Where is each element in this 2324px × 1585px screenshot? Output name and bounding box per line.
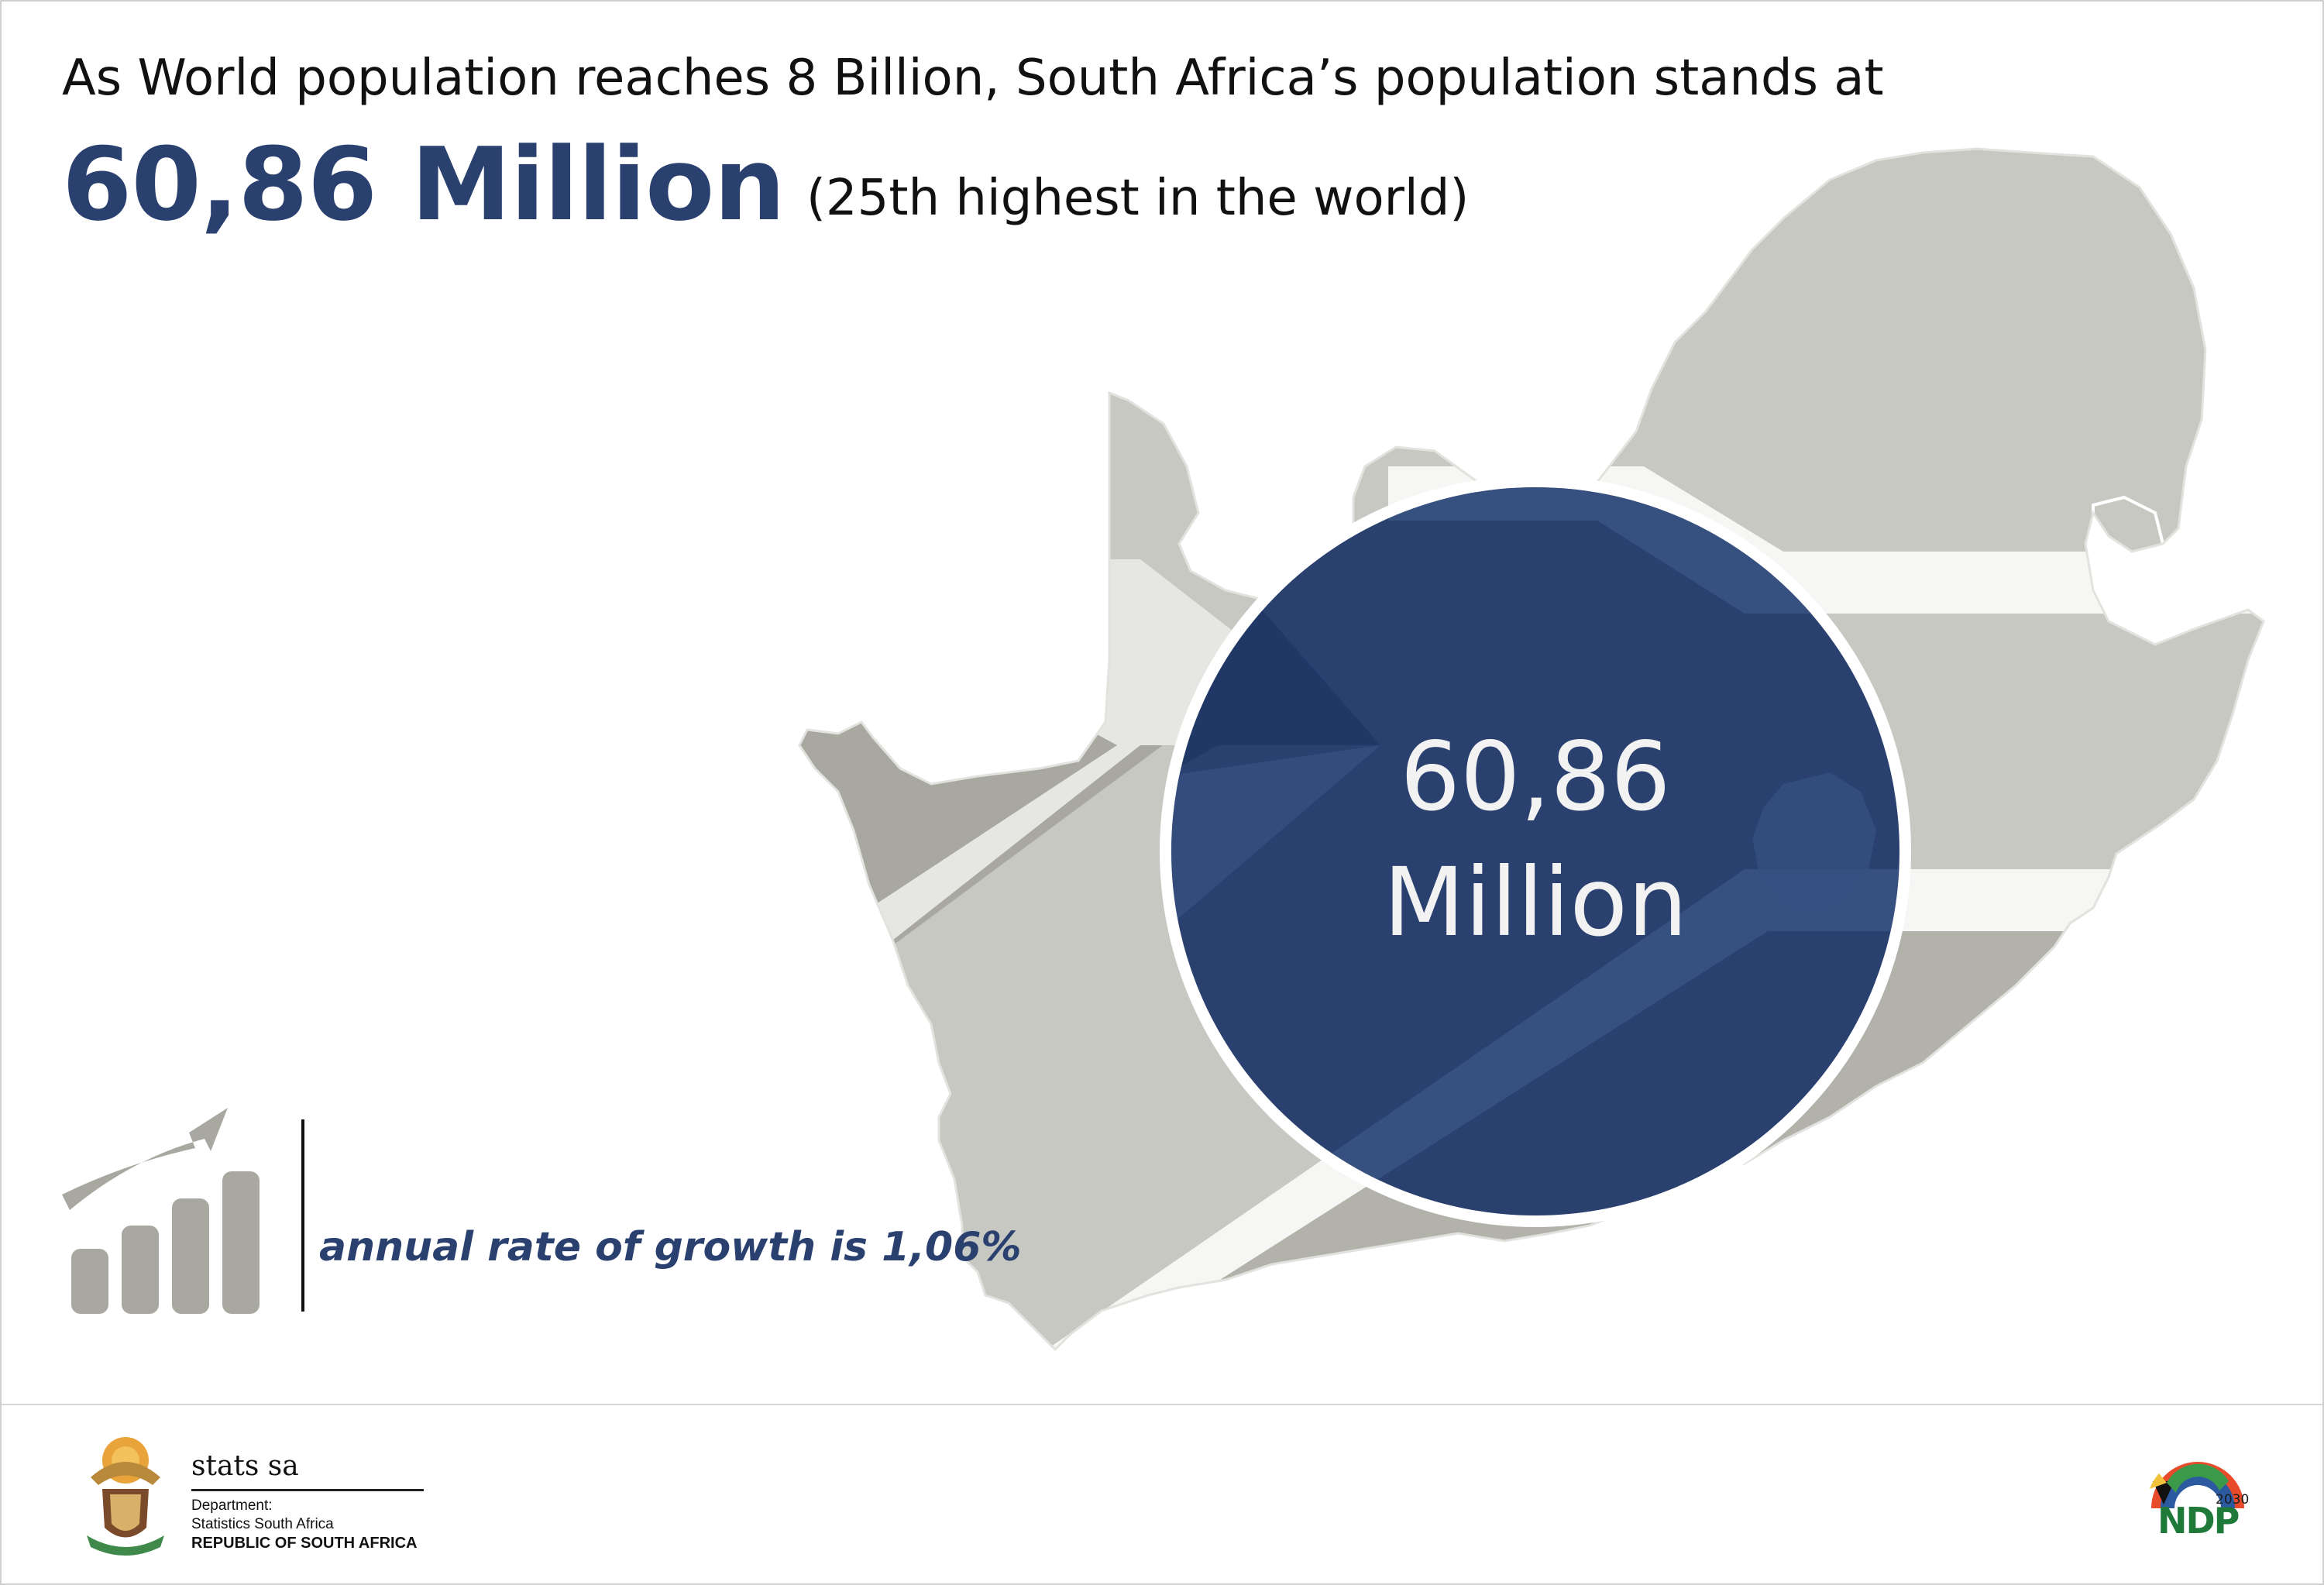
brand-rule	[191, 1489, 424, 1491]
growth-rate-text: annual rate of growth is 1,06%	[319, 1224, 1022, 1270]
footer-divider	[2, 1404, 2322, 1405]
ndp-label: NDP	[2157, 1500, 2240, 1542]
ndp-logo	[2150, 1462, 2244, 1508]
growth-divider	[301, 1119, 304, 1312]
ndp-year: 2030	[2216, 1492, 2250, 1508]
department-line3: REPUBLIC OF SOUTH AFRICA	[191, 1535, 418, 1552]
brand-name: stats sa	[191, 1450, 299, 1482]
population-heading: 60,86 Million (25th highest in the world)	[62, 125, 1469, 243]
circle-value: 60,86	[1400, 722, 1671, 832]
rank-note: (25th highest in the world)	[806, 170, 1470, 227]
growth-chart-icon	[62, 1108, 260, 1314]
headline: As World population reaches 8 Billion, S…	[62, 50, 1884, 107]
department-line1: Department:	[191, 1497, 273, 1514]
circle-unit: Million	[1383, 848, 1688, 958]
circle-label: 60,86 Million	[1164, 714, 1907, 965]
population-value: 60,86 Million	[62, 125, 786, 243]
department-block: Department: Statistics South Africa REPU…	[191, 1497, 417, 1552]
department-line2: Statistics South Africa	[191, 1516, 334, 1532]
coat-of-arms-logo	[87, 1437, 164, 1556]
